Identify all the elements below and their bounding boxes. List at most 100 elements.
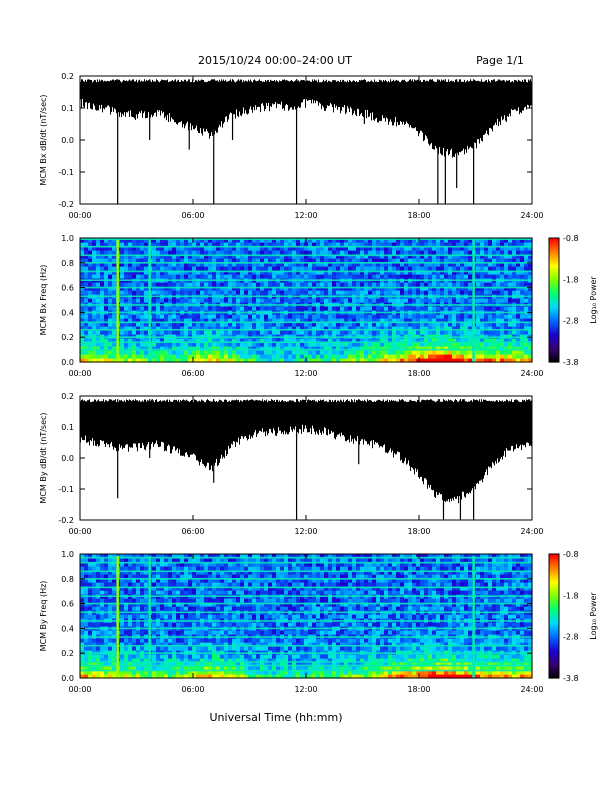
- spectrogram-cell: [140, 254, 145, 259]
- spectrogram-cell: [488, 250, 493, 255]
- spectrogram-cell: [264, 258, 269, 263]
- spectrogram-cell: [152, 326, 157, 331]
- spectrogram-cell: [460, 306, 465, 311]
- spectrogram-cell: [400, 290, 405, 295]
- spectrogram-cell: [204, 274, 209, 279]
- spectrogram-cell: [304, 254, 309, 259]
- spectrogram-cell: [316, 282, 321, 287]
- spectrogram-cell: [284, 290, 289, 295]
- spectrogram-cell: [492, 298, 497, 303]
- spectrogram-cell: [160, 270, 165, 275]
- spectrogram-cell: [432, 298, 437, 303]
- spectrogram-cell: [168, 306, 173, 311]
- spectrogram-cell: [124, 242, 129, 247]
- spectrogram-cell: [224, 254, 229, 259]
- spectrogram-cell: [284, 354, 289, 359]
- spectrogram-cell: [84, 330, 89, 335]
- spectrogram-cell: [304, 350, 309, 355]
- spectrogram-cell: [172, 254, 177, 259]
- spectrogram-cell: [112, 254, 117, 259]
- spectrogram-cell: [392, 306, 397, 311]
- spectrogram-cell: [124, 342, 129, 347]
- spectrogram-cell: [144, 242, 149, 247]
- spectrogram-cell: [272, 338, 277, 343]
- spectrogram-cell: [236, 314, 241, 319]
- spectrogram-cell: [352, 266, 357, 271]
- spectrogram-cell: [368, 254, 373, 259]
- spectrogram-cell: [440, 238, 445, 243]
- y-tick-label: 0.1: [61, 423, 74, 432]
- spectrogram-cell: [152, 270, 157, 275]
- spectrogram-cell: [488, 354, 493, 359]
- spectrogram-cell: [112, 322, 117, 327]
- spectrogram-cell: [328, 322, 333, 327]
- spectrogram-cell: [160, 274, 165, 279]
- spectrogram-cell: [332, 346, 337, 351]
- spectrogram-cell: [204, 266, 209, 271]
- spectrogram-cell: [232, 254, 237, 259]
- spectrogram-cell: [368, 270, 373, 275]
- colorbar-step: [549, 281, 559, 285]
- spectrogram-cell: [440, 270, 445, 275]
- spectrogram-cell: [88, 674, 93, 679]
- spectrogram-cell: [512, 238, 517, 243]
- spectrogram-cell: [404, 334, 409, 339]
- spectrogram-cell: [480, 238, 485, 243]
- spectrogram-cell: [200, 354, 205, 359]
- spectrogram-cell: [252, 334, 257, 339]
- spectrogram-cell: [452, 246, 457, 251]
- spectrogram-cell: [92, 334, 97, 339]
- spectrogram-cell: [416, 298, 421, 303]
- spectrogram-cell: [168, 350, 173, 355]
- spectrogram-cell: [308, 274, 313, 279]
- spectrogram-cell: [232, 350, 237, 355]
- spectrogram-cell: [436, 350, 441, 355]
- spectrogram-cell: [120, 238, 125, 243]
- spectrogram-cell: [468, 254, 473, 259]
- spectrogram-cell: [168, 282, 173, 287]
- spectrogram-cell: [160, 334, 165, 339]
- spectrogram-cell: [404, 270, 409, 275]
- spectrogram-cell: [464, 358, 469, 363]
- spectrogram-cell: [124, 326, 129, 331]
- spectrogram-cell: [160, 298, 165, 303]
- spectrogram-cell: [160, 238, 165, 243]
- spectrogram-cell: [108, 622, 113, 627]
- spectrogram-cell: [108, 642, 113, 647]
- spectrogram-cell: [304, 270, 309, 275]
- spectrogram-cell: [340, 250, 345, 255]
- spectrogram-cell: [352, 250, 357, 255]
- spectrogram-cell: [432, 274, 437, 279]
- spectrogram-cell: [340, 330, 345, 335]
- spectrogram-cell: [92, 350, 97, 355]
- spectrogram-cell: [516, 350, 521, 355]
- colorbar-step: [549, 335, 559, 338]
- spectrogram-cell: [88, 614, 93, 619]
- spectrogram-cell: [212, 246, 217, 251]
- spectrogram-cell: [464, 238, 469, 243]
- spectrogram-cell: [284, 242, 289, 247]
- spectrogram-cell: [160, 350, 165, 355]
- spectrogram-cell: [172, 290, 177, 295]
- spectrogram-cell: [400, 266, 405, 271]
- spectrogram-cell: [444, 298, 449, 303]
- spectrogram-cell: [84, 574, 89, 579]
- spectrogram-cell: [504, 318, 509, 323]
- spectrogram-cell: [120, 350, 125, 355]
- spectrogram-cell: [252, 314, 257, 319]
- spectrogram-cell: [396, 346, 401, 351]
- spectrogram-cell: [484, 266, 489, 271]
- spectrogram-cell: [440, 350, 445, 355]
- spectrogram-cell: [124, 258, 129, 263]
- spectrogram-cell: [356, 342, 361, 347]
- spectrogram-cell: [432, 238, 437, 243]
- spectrogram-cell: [132, 346, 137, 351]
- spectrogram-cell: [164, 350, 169, 355]
- spectrogram-cell: [220, 318, 225, 323]
- spectrogram-cell: [128, 246, 133, 251]
- spectrogram-cell: [284, 262, 289, 267]
- spectrogram-cell: [208, 322, 213, 327]
- spectrogram-cell: [96, 246, 101, 251]
- spectrogram-cell: [140, 306, 145, 311]
- spectrogram-cell: [444, 322, 449, 327]
